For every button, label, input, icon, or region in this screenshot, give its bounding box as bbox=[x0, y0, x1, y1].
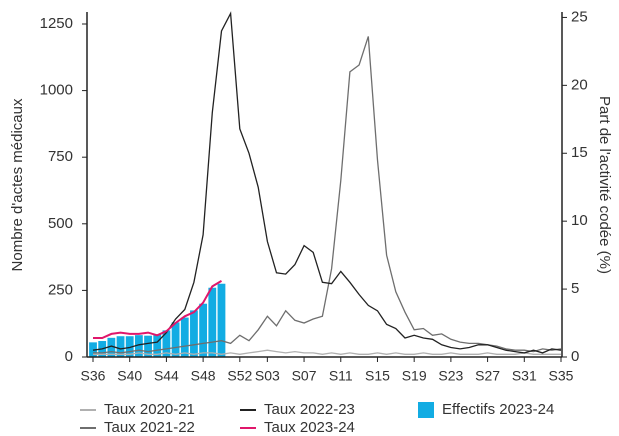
y2-axis-label: Part de l'activité codée (%) bbox=[596, 96, 613, 274]
x-tick-label: S23 bbox=[438, 368, 463, 384]
x-tick-label: S27 bbox=[475, 368, 500, 384]
bar bbox=[144, 335, 152, 357]
x-tick-label: S15 bbox=[365, 368, 390, 384]
bar bbox=[107, 337, 116, 357]
x-tick-label: S19 bbox=[402, 368, 427, 384]
x-tick-label: S35 bbox=[549, 368, 574, 384]
x-tick-label: S48 bbox=[191, 368, 216, 384]
bar bbox=[190, 310, 198, 357]
y2-tick-label: 25 bbox=[571, 8, 588, 25]
y-tick-label: 0 bbox=[65, 348, 73, 365]
legend-swatch bbox=[418, 402, 434, 418]
bar bbox=[180, 317, 189, 357]
bar bbox=[199, 303, 208, 357]
bar bbox=[134, 335, 143, 357]
line bbox=[93, 36, 562, 354]
bar bbox=[153, 334, 162, 357]
legend-label: Taux 2022-23 bbox=[264, 401, 355, 418]
y-tick-label: 1250 bbox=[40, 15, 73, 32]
line bbox=[93, 349, 561, 355]
legend-label: Taux 2023-24 bbox=[264, 419, 355, 436]
bar bbox=[125, 336, 134, 357]
line bbox=[93, 280, 223, 339]
x-tick-label: S03 bbox=[255, 368, 280, 384]
y-tick-label: 500 bbox=[48, 215, 73, 232]
y2-tick-label: 20 bbox=[571, 76, 588, 93]
y2-tick-label: 5 bbox=[571, 280, 579, 297]
x-tick-label: S40 bbox=[117, 368, 142, 384]
y2-tick-label: 0 bbox=[571, 348, 579, 365]
x-tick-label: S11 bbox=[329, 368, 353, 384]
y-tick-label: 250 bbox=[48, 281, 73, 298]
y-tick-label: 750 bbox=[48, 148, 73, 165]
line bbox=[92, 11, 562, 354]
legend-label: Taux 2021-22 bbox=[104, 419, 195, 436]
bar bbox=[116, 336, 125, 357]
bar bbox=[217, 283, 226, 357]
y-axis-label: Nombre d'actes médicaux bbox=[9, 98, 26, 271]
legend-label: Taux 2020-21 bbox=[104, 401, 195, 418]
bar bbox=[162, 330, 171, 357]
x-tick-label: S52 bbox=[227, 368, 252, 384]
x-tick-label: S31 bbox=[512, 368, 537, 384]
y-tick-label: 1000 bbox=[40, 82, 73, 99]
bar bbox=[208, 287, 217, 357]
x-tick-label: S44 bbox=[154, 368, 179, 384]
bar bbox=[171, 322, 180, 357]
legend-label: Effectifs 2023-24 bbox=[442, 401, 554, 418]
x-tick-label: S36 bbox=[81, 368, 106, 384]
y2-tick-label: 10 bbox=[571, 212, 588, 229]
x-tick-label: S07 bbox=[292, 368, 317, 384]
y2-tick-label: 15 bbox=[571, 144, 588, 161]
